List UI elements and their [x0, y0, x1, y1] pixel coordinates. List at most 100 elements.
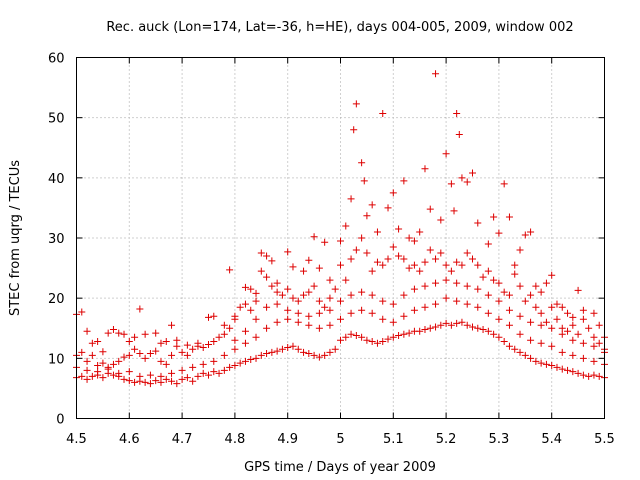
data-point: [389, 333, 397, 341]
data-point: [421, 325, 429, 333]
data-point: [162, 375, 170, 383]
data-point: [205, 313, 212, 321]
data-point: [252, 289, 260, 297]
data-point: [342, 276, 350, 284]
data-point: [474, 324, 482, 332]
data-point: [569, 351, 577, 359]
data-point: [484, 309, 492, 317]
data-point: [516, 282, 524, 290]
data-point: [579, 354, 587, 362]
data-point: [574, 369, 582, 377]
data-point: [421, 282, 429, 290]
data-point: [458, 318, 466, 326]
data-point: [99, 374, 107, 382]
data-point: [373, 339, 381, 347]
data-point: [189, 345, 197, 353]
data-point: [241, 357, 249, 365]
data-point: [199, 344, 207, 352]
data-point: [574, 286, 582, 294]
data-point: [368, 267, 376, 275]
data-point: [379, 315, 387, 323]
data-point: [389, 243, 397, 251]
data-point: [447, 267, 455, 275]
y-tick-label: 0: [56, 413, 64, 428]
data-point: [226, 363, 234, 371]
data-point: [416, 327, 424, 335]
y-axis-label: STEC from uqrg / TECUs: [8, 160, 23, 316]
data-point: [205, 340, 212, 348]
data-point: [437, 321, 445, 329]
data-point: [490, 213, 498, 221]
data-point: [469, 255, 476, 263]
data-point: [379, 337, 387, 345]
data-point: [400, 330, 408, 338]
data-point: [83, 327, 91, 335]
data-point: [263, 350, 271, 358]
data-points: [73, 70, 608, 388]
data-point: [294, 318, 302, 326]
data-point: [178, 366, 186, 374]
data-point: [569, 313, 577, 321]
data-point: [384, 255, 392, 263]
data-point: [405, 264, 413, 272]
data-point: [500, 288, 508, 296]
data-point: [300, 267, 308, 275]
data-point: [532, 357, 540, 365]
x-tick-label: 4.7: [172, 432, 193, 447]
axis-ticks: [76, 57, 605, 419]
data-point: [120, 353, 128, 361]
data-point: [315, 353, 323, 361]
data-point: [516, 312, 524, 320]
data-point: [384, 335, 392, 343]
data-point: [521, 297, 529, 305]
data-point: [162, 337, 170, 345]
data-point: [484, 291, 492, 299]
data-point: [241, 327, 249, 335]
data-point: [474, 303, 482, 311]
data-point: [368, 291, 376, 299]
chart-title: Rec. auck (Lon=174, Lat=-36, h=HE), days…: [106, 20, 573, 35]
data-point: [305, 288, 313, 296]
data-point: [426, 205, 434, 213]
data-point: [505, 321, 513, 329]
data-point: [484, 327, 492, 335]
data-point: [548, 362, 556, 370]
data-point: [310, 282, 318, 290]
data-point: [88, 372, 96, 380]
data-point: [350, 126, 358, 134]
data-point: [469, 169, 476, 177]
data-point: [579, 371, 587, 379]
data-point: [315, 324, 323, 332]
data-point: [315, 297, 323, 305]
y-tick-label: 30: [48, 232, 65, 247]
data-point: [453, 279, 461, 287]
data-point: [479, 325, 487, 333]
data-point: [99, 348, 107, 356]
data-point: [263, 303, 271, 311]
data-point: [337, 297, 344, 305]
data-point: [358, 288, 366, 296]
data-point: [315, 309, 323, 317]
data-point: [115, 369, 123, 377]
data-point: [210, 357, 218, 365]
data-point: [109, 360, 117, 368]
data-point: [553, 300, 561, 308]
data-point: [395, 252, 403, 260]
data-point: [231, 336, 239, 344]
data-point: [590, 371, 598, 379]
data-point: [152, 347, 160, 355]
data-point: [363, 336, 371, 344]
data-point: [321, 238, 329, 246]
data-point: [426, 246, 434, 254]
data-point: [358, 234, 366, 242]
data-point: [442, 319, 450, 327]
data-point: [516, 330, 524, 338]
data-point: [463, 178, 471, 186]
data-point: [352, 246, 360, 254]
data-point: [247, 285, 255, 293]
data-point: [310, 233, 318, 241]
data-point: [548, 324, 556, 332]
data-point: [564, 309, 572, 317]
data-point: [88, 339, 96, 347]
data-point: [421, 258, 429, 266]
